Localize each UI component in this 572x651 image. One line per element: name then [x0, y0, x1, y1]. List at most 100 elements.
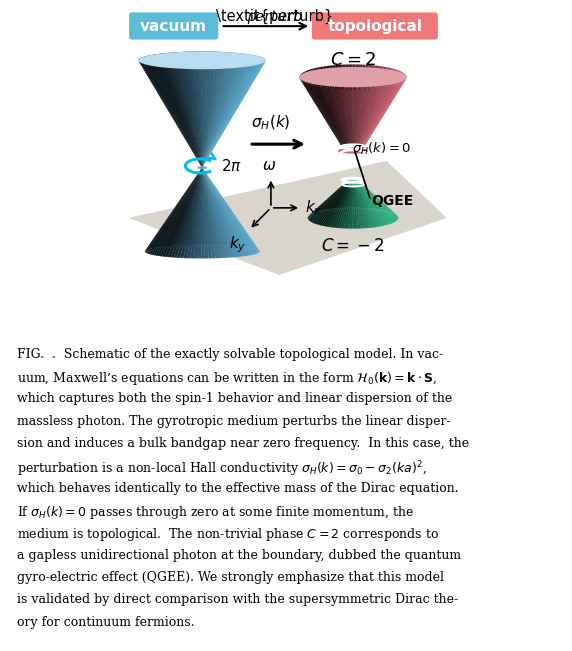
- Polygon shape: [315, 68, 348, 149]
- Polygon shape: [202, 61, 265, 167]
- Polygon shape: [202, 53, 236, 167]
- Polygon shape: [145, 167, 202, 251]
- Polygon shape: [202, 167, 229, 258]
- Polygon shape: [141, 57, 202, 167]
- Polygon shape: [360, 71, 402, 150]
- Polygon shape: [161, 53, 202, 167]
- Ellipse shape: [299, 67, 407, 87]
- Polygon shape: [202, 167, 239, 257]
- Polygon shape: [202, 167, 223, 258]
- Polygon shape: [356, 185, 372, 228]
- Polygon shape: [202, 51, 221, 167]
- Polygon shape: [319, 184, 348, 225]
- Polygon shape: [321, 184, 348, 226]
- Polygon shape: [312, 182, 347, 214]
- Polygon shape: [356, 180, 377, 209]
- Polygon shape: [202, 167, 219, 245]
- Polygon shape: [315, 86, 348, 153]
- Polygon shape: [202, 57, 261, 167]
- Text: gyro-electric effect (QGEE). We strongly emphasize that this model: gyro-electric effect (QGEE). We strongly…: [17, 571, 444, 584]
- Ellipse shape: [308, 210, 398, 227]
- Polygon shape: [202, 56, 260, 167]
- Polygon shape: [202, 167, 256, 255]
- Polygon shape: [360, 184, 397, 221]
- Polygon shape: [145, 167, 202, 251]
- Polygon shape: [338, 185, 351, 229]
- Polygon shape: [356, 180, 372, 208]
- Polygon shape: [352, 185, 355, 229]
- Polygon shape: [312, 184, 347, 223]
- Polygon shape: [145, 167, 202, 253]
- Polygon shape: [355, 89, 369, 154]
- Polygon shape: [202, 167, 259, 251]
- Polygon shape: [202, 167, 254, 255]
- Polygon shape: [177, 52, 202, 167]
- Polygon shape: [202, 167, 248, 247]
- Polygon shape: [202, 167, 257, 249]
- Polygon shape: [165, 167, 202, 246]
- Polygon shape: [170, 52, 202, 167]
- Polygon shape: [202, 51, 209, 167]
- Polygon shape: [347, 180, 352, 207]
- Polygon shape: [317, 184, 348, 225]
- Text: $k_x$: $k_x$: [305, 199, 322, 217]
- Polygon shape: [202, 68, 236, 167]
- Polygon shape: [153, 167, 202, 248]
- Text: is validated by direct comparison with the supersymmetric Dirac the-: is validated by direct comparison with t…: [17, 594, 458, 606]
- Polygon shape: [173, 167, 202, 258]
- Polygon shape: [332, 89, 350, 154]
- Polygon shape: [165, 167, 202, 257]
- Polygon shape: [202, 167, 252, 248]
- Polygon shape: [352, 90, 356, 154]
- Polygon shape: [361, 79, 406, 152]
- Polygon shape: [342, 90, 352, 154]
- Polygon shape: [359, 184, 388, 225]
- Polygon shape: [308, 183, 345, 219]
- Polygon shape: [316, 181, 347, 212]
- Polygon shape: [150, 55, 202, 167]
- Polygon shape: [139, 61, 202, 167]
- Polygon shape: [202, 167, 232, 245]
- Polygon shape: [339, 64, 351, 148]
- Polygon shape: [308, 182, 345, 217]
- Polygon shape: [354, 64, 363, 148]
- Polygon shape: [202, 66, 253, 167]
- Polygon shape: [360, 182, 398, 216]
- Polygon shape: [145, 167, 202, 251]
- Polygon shape: [202, 59, 266, 167]
- Text: If $\sigma_H(k) = 0$ passes through zero at some finite momentum, the: If $\sigma_H(k) = 0$ passes through zero…: [17, 504, 414, 521]
- Polygon shape: [329, 65, 350, 148]
- Polygon shape: [352, 64, 356, 148]
- Polygon shape: [202, 68, 239, 167]
- Polygon shape: [356, 180, 375, 208]
- Polygon shape: [162, 167, 202, 256]
- Polygon shape: [202, 167, 223, 245]
- Polygon shape: [144, 64, 202, 167]
- Polygon shape: [361, 72, 404, 150]
- Polygon shape: [359, 184, 394, 223]
- Polygon shape: [202, 167, 259, 253]
- Polygon shape: [356, 89, 372, 154]
- Ellipse shape: [345, 180, 360, 185]
- Polygon shape: [355, 185, 369, 228]
- Polygon shape: [153, 167, 202, 255]
- Polygon shape: [354, 185, 361, 229]
- Ellipse shape: [145, 245, 260, 257]
- Polygon shape: [338, 180, 351, 208]
- Polygon shape: [355, 89, 366, 154]
- Polygon shape: [336, 65, 351, 148]
- Polygon shape: [362, 78, 407, 151]
- Polygon shape: [299, 77, 345, 151]
- Text: $C = -2$: $C = -2$: [321, 238, 385, 255]
- Polygon shape: [202, 167, 216, 245]
- Polygon shape: [320, 66, 348, 148]
- Polygon shape: [202, 57, 264, 167]
- Polygon shape: [150, 167, 202, 249]
- Polygon shape: [344, 180, 352, 208]
- Polygon shape: [142, 57, 202, 167]
- Polygon shape: [202, 167, 239, 246]
- Polygon shape: [202, 167, 251, 256]
- Polygon shape: [157, 53, 202, 167]
- Ellipse shape: [138, 51, 266, 69]
- Polygon shape: [202, 54, 251, 167]
